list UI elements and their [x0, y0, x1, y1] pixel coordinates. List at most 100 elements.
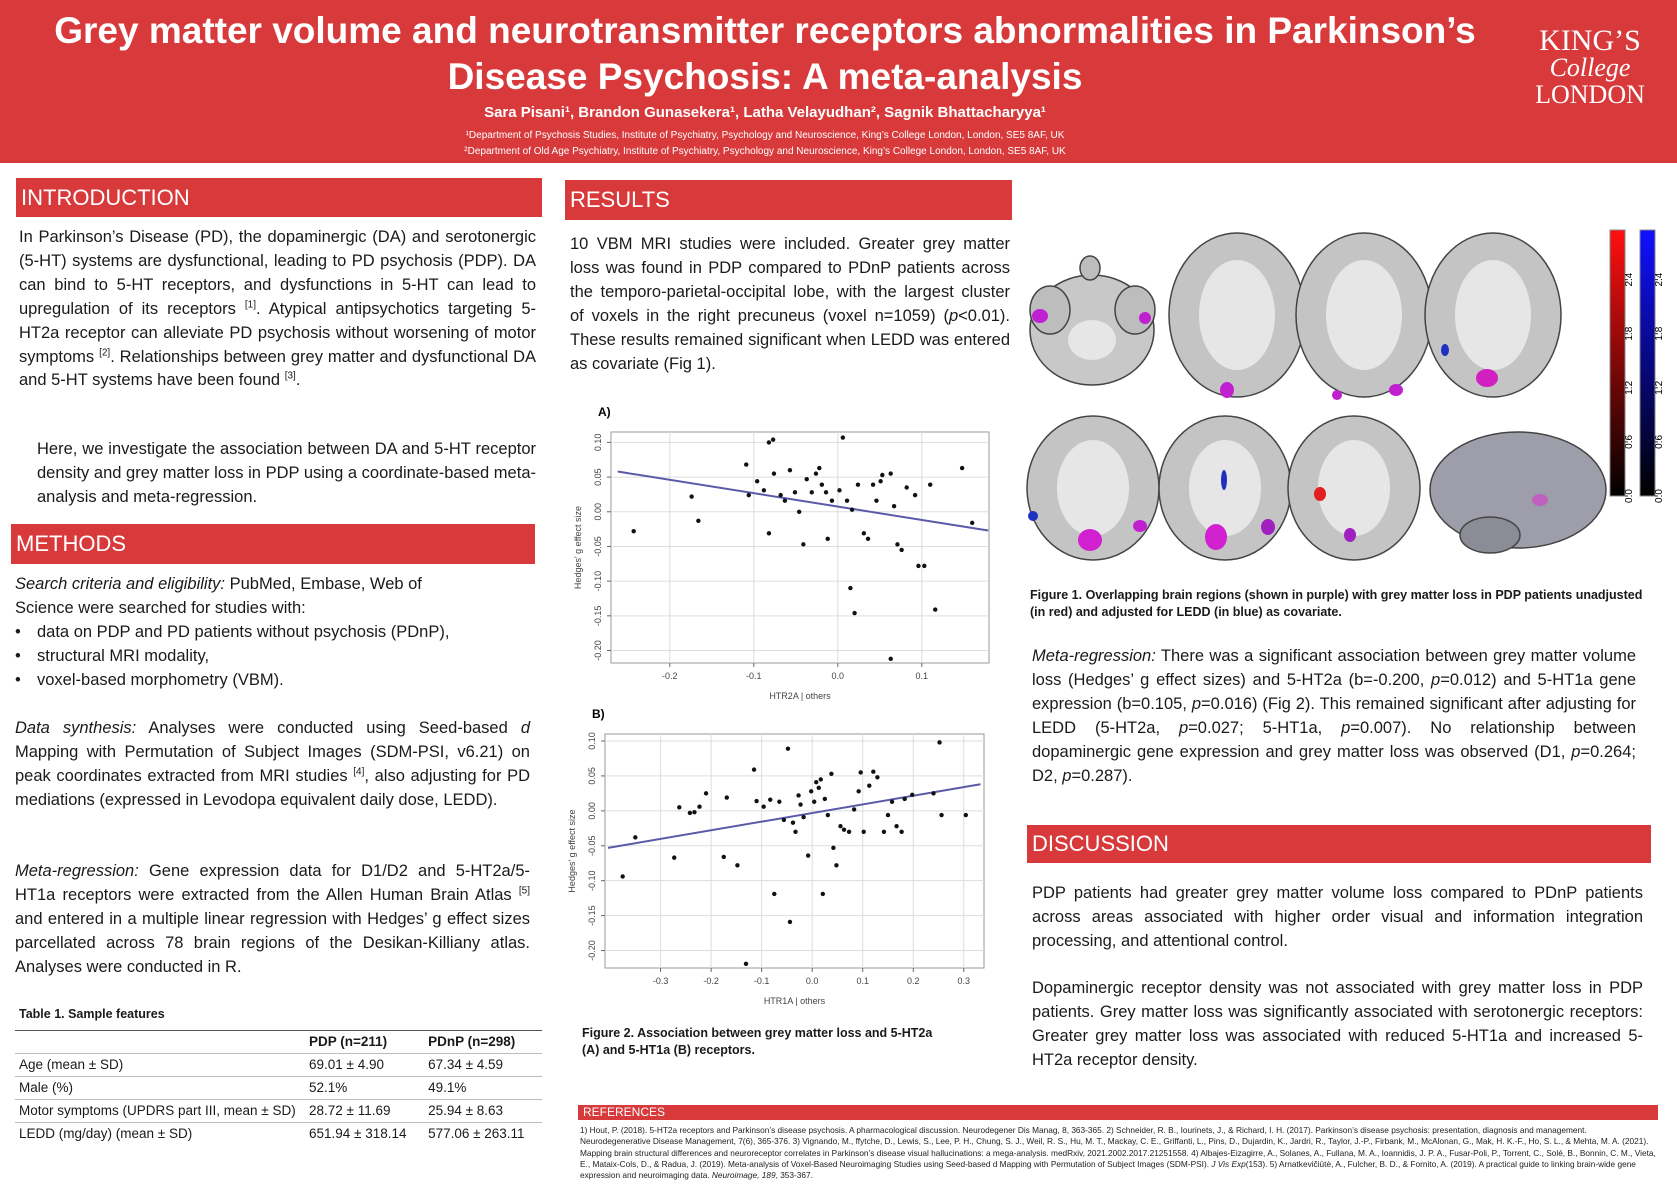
point: [633, 835, 638, 840]
title: Disease Psychosis: A meta-analysis: [447, 56, 1083, 97]
brain-inner: [1057, 260, 1531, 536]
text-run: p: [1062, 766, 1072, 785]
text-run: =0.287).: [1071, 766, 1133, 785]
point: [891, 504, 897, 509]
table-caption: Table 1. Sample features: [19, 1007, 165, 1021]
point: [834, 863, 839, 868]
point: [820, 891, 825, 897]
point: [692, 810, 697, 815]
table-cell: 52.1%: [305, 1076, 425, 1100]
point: [768, 797, 773, 802]
colorbar-tick-label: 1.2: [1654, 380, 1665, 394]
point: [939, 812, 944, 818]
table-cell: 49.1%: [424, 1076, 542, 1100]
plot-area: [604, 733, 985, 969]
table-cell: Male (%): [15, 1076, 305, 1100]
point: [744, 462, 749, 467]
text-run: Data synthesis:: [15, 719, 137, 737]
point: [937, 740, 942, 745]
point: [871, 769, 876, 774]
text-run: . Atypical antipsychotics targeting 5-HT…: [19, 299, 536, 366]
bullet: voxel-based morphometry (VBM).: [15, 669, 530, 693]
point: [620, 874, 625, 879]
point: [885, 812, 891, 818]
point: [735, 863, 740, 868]
paragraph: Dopaminergic receptor density was not as…: [1032, 979, 1643, 1069]
point: [823, 490, 829, 495]
text-run: J Vis Exp: [1211, 1158, 1246, 1169]
y-tick-label: -0.20: [587, 940, 597, 961]
citation: [2]: [99, 347, 111, 359]
point: [846, 829, 852, 834]
point: [867, 783, 872, 788]
point: [804, 476, 809, 482]
text-run: PubMed, Embase, Web of Science were sear…: [15, 575, 422, 617]
logo: LONDON: [1535, 80, 1645, 109]
point: [798, 802, 803, 807]
y-tick-label: 0.05: [587, 767, 597, 785]
table-cell: 69.01 ± 4.90: [305, 1053, 425, 1077]
chart-title: A): [598, 405, 611, 419]
table: PDP (n=211) PDnP (n=298) Age (mean ± SD) 6…: [15, 1030, 542, 1145]
colorbar-tick-label: 0.6: [1654, 435, 1665, 449]
text-run: 1) Hout, P. (2018). 5-HT2a receptors and…: [580, 1125, 1656, 1169]
brain-slice: [1114, 285, 1156, 335]
point: [687, 810, 693, 816]
paragraph: Meta-regression: There was a significant…: [1032, 645, 1636, 788]
paragraph: Meta-regression: Gene expression data fo…: [15, 860, 530, 980]
x-tick-label: -0.1: [754, 976, 770, 986]
point: [817, 465, 822, 471]
text-run: and entered in a multiple linear regress…: [15, 909, 530, 976]
references: 1) Hout, P. (2018). 5-HT2a receptors and…: [580, 1125, 1656, 1181]
brain-render: [1459, 516, 1521, 554]
section-heading: DISCUSSION: [1027, 825, 1651, 863]
point: [894, 824, 899, 829]
point: [861, 829, 866, 834]
point: [766, 440, 772, 445]
charts: -0.2 -0.1 0.0 0.1 0.10 0.05 0.00 -0.05 -0.10 -0.1…: [567, 405, 990, 1006]
text-run: =0.007). No relationship between dopamin…: [1032, 718, 1636, 761]
y-tick-label: 0.05: [593, 468, 603, 486]
point: [916, 563, 921, 569]
point: [787, 919, 793, 925]
y-tick-label: -0.05: [587, 836, 597, 857]
citation: [5]: [518, 885, 530, 897]
point: [809, 490, 814, 495]
figure-caption: Figure 2. Association between grey matte…: [582, 1026, 933, 1057]
bullet-list: data on PDP and PD patients without psyc…: [15, 621, 530, 693]
point: [766, 531, 772, 536]
point: [875, 775, 880, 780]
paragraph: Here, we investigate the association bet…: [37, 440, 536, 506]
x-tick-label: -0.2: [703, 976, 719, 986]
colorbar: [1609, 229, 1626, 497]
point: [790, 820, 796, 825]
y-tick-label: -0.10: [587, 870, 597, 891]
table-cell: Motor symptoms (UPDRS part III, mean ± S…: [15, 1099, 305, 1123]
text-run: (153). 5) Arnatkevičiūtė, A., Fulcher, B…: [580, 1158, 1636, 1181]
point: [672, 855, 677, 860]
text-run: . Relationships between grey matter and …: [19, 347, 536, 390]
point: [855, 482, 861, 487]
text-run: , also adjusting for PD mediations (expr…: [15, 766, 530, 809]
point: [856, 789, 861, 794]
point: [858, 770, 863, 775]
y-tick-label: -0.10: [593, 571, 603, 592]
text-run: .: [295, 371, 301, 390]
point: [792, 490, 798, 495]
point: [793, 829, 798, 834]
citation: [1]: [244, 299, 257, 311]
point: [902, 796, 907, 802]
point: [796, 509, 802, 514]
table-cell: 577.06 ± 263.11: [424, 1122, 542, 1145]
point: [829, 771, 834, 777]
text-run: p: [1571, 742, 1581, 761]
text-run: p: [1191, 694, 1202, 713]
citation: [3]: [284, 370, 296, 382]
point: [831, 845, 836, 851]
colorbar-tick-label: 2.4: [1654, 272, 1665, 286]
y-tick-label: 0.10: [587, 732, 597, 750]
point: [874, 498, 879, 503]
point: [761, 804, 766, 809]
table-cell: 25.94 ± 8.63: [424, 1099, 542, 1123]
